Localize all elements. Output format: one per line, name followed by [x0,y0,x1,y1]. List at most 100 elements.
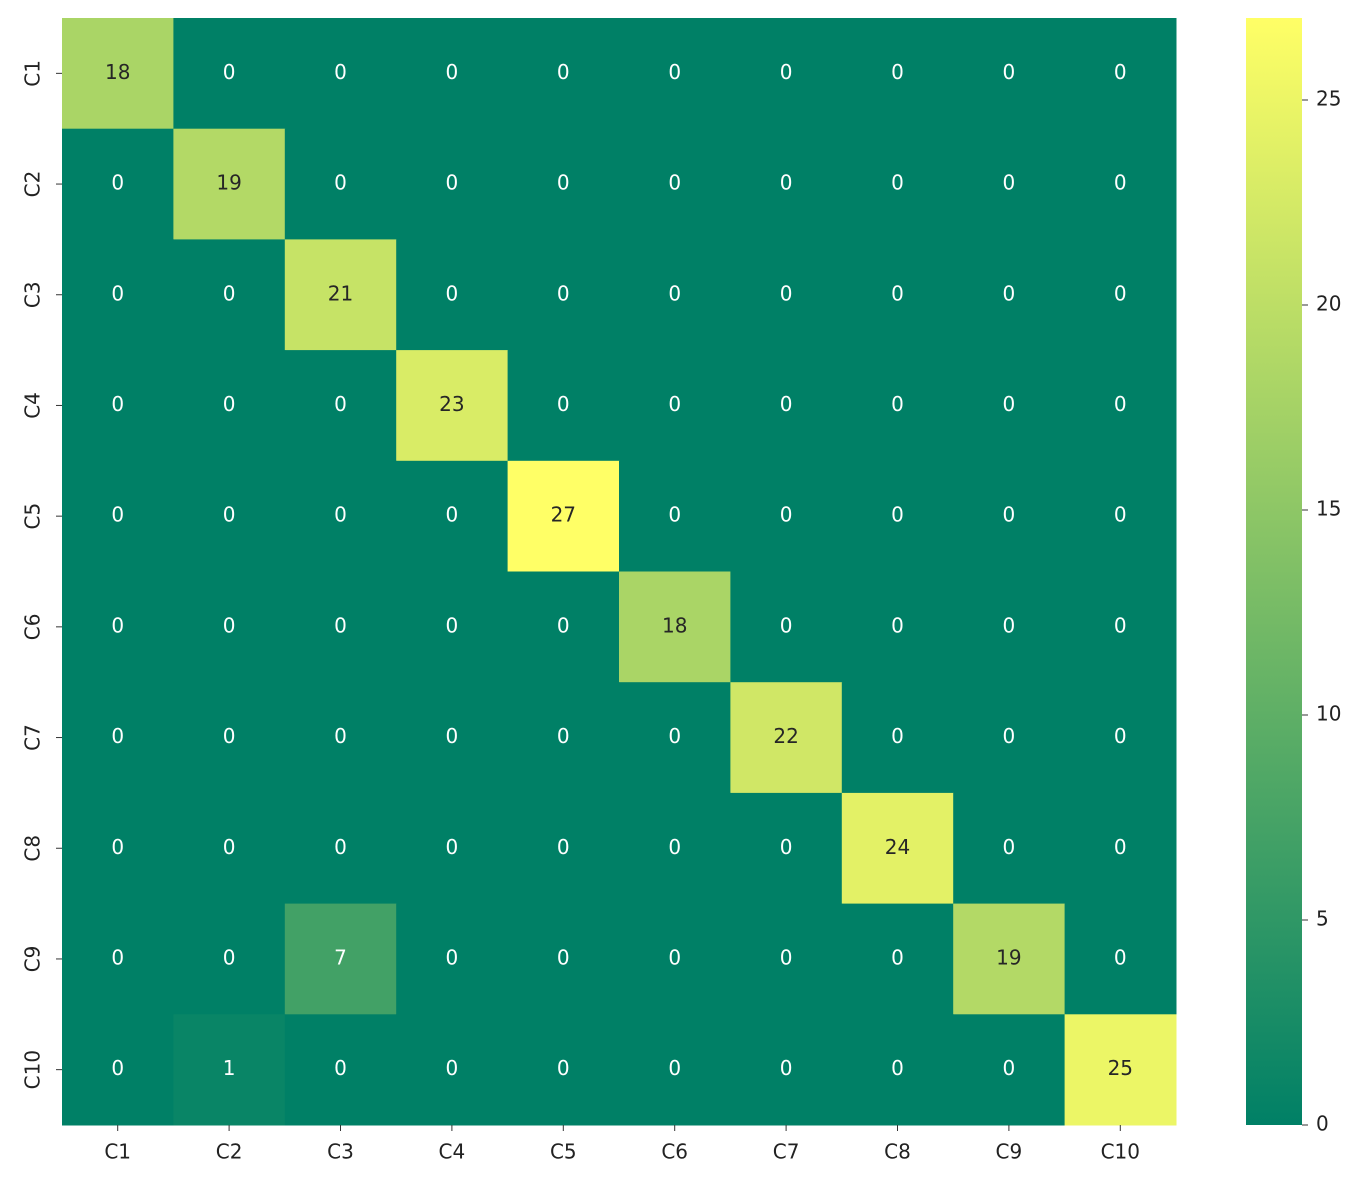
heatmap-cell [730,128,843,240]
cell-label: 0 [780,392,793,416]
heatmap-cell [284,792,397,905]
heatmap-cell [619,460,731,572]
cell-label: 0 [891,392,904,416]
heatmap-cell [953,903,1066,1015]
cell-label: 0 [1003,503,1016,527]
cell-label: 0 [446,835,459,859]
cell-label: 0 [891,1056,904,1080]
cell-label: 0 [111,835,124,859]
heatmap-cell [619,1014,731,1126]
y-tick-label: C3 [21,281,45,308]
cell-label: 19 [216,171,241,195]
cell-label: 0 [446,171,459,195]
cell-label: 0 [891,171,904,195]
heatmap-cell [730,1014,843,1126]
cell-label: 0 [1003,60,1016,84]
cell-label: 0 [1003,392,1016,416]
heatmap-cell [62,682,174,794]
colorbar-tick-label: 15 [1316,497,1341,521]
x-tick-label: C6 [661,1140,688,1164]
heatmap-cell [507,792,620,905]
cell-label: 0 [334,60,347,84]
cell-label: 0 [780,60,793,84]
heatmap-cell [730,239,843,351]
heatmap-cell [1064,239,1177,351]
heatmap-cell [1064,460,1177,572]
heatmap-cell [619,682,731,794]
heatmap-cell [396,792,509,905]
cell-label: 0 [334,1056,347,1080]
colorbar-tick-label: 5 [1316,907,1329,931]
cell-label: 0 [891,613,904,637]
heatmap-cell [507,18,620,130]
cell-label: 27 [551,503,576,527]
cell-label: 0 [1003,613,1016,637]
cell-label: 0 [1114,835,1127,859]
cell-label: 0 [668,60,681,84]
cell-label: 22 [773,724,798,748]
x-tick-label: C3 [327,1140,354,1164]
heatmap-cell [173,18,286,130]
y-tick-label: C8 [21,835,45,862]
cell-label: 0 [111,392,124,416]
heatmap-cell [841,128,954,240]
heatmap-cell [841,460,954,572]
y-tick-label: C1 [21,60,45,87]
colorbar-tick-label: 25 [1316,87,1341,111]
cell-label: 0 [557,171,570,195]
heatmap-cell [396,903,509,1015]
cell-label: 21 [328,281,353,305]
x-tick-label: C7 [773,1140,800,1164]
heatmap-cell [284,239,397,351]
cell-label: 0 [668,171,681,195]
cell-label: 0 [1003,171,1016,195]
cell-label: 0 [557,281,570,305]
heatmap-cell [730,460,843,572]
cell-label: 0 [1114,503,1127,527]
x-tick-label: C4 [439,1140,466,1164]
heatmap-cell [173,682,286,794]
heatmap-cell [62,903,174,1015]
heatmap-cell [841,18,954,130]
heatmap-cell [396,571,509,683]
heatmap-cell [1064,128,1177,240]
cell-label: 0 [557,60,570,84]
cell-label: 0 [223,945,236,969]
cell-label: 0 [557,724,570,748]
y-tick-label: C10 [21,1050,45,1089]
colorbar-tick-label: 20 [1316,292,1341,316]
heatmap-cell [1064,1014,1177,1126]
heatmap-cell [619,18,731,130]
cell-label: 0 [223,60,236,84]
heatmap-cell [953,128,1066,240]
cell-label: 0 [223,281,236,305]
heatmap-cell [173,1014,286,1126]
colorbar [1246,18,1302,1125]
y-tick-label: C9 [21,946,45,973]
cell-label: 0 [1003,281,1016,305]
heatmap-cell [619,792,731,905]
heatmap-cell [173,792,286,905]
heatmap-cell [1064,571,1177,683]
heatmap-cell [62,571,174,683]
heatmap-cell [953,682,1066,794]
x-tick-label: C5 [550,1140,577,1164]
cell-label: 0 [223,392,236,416]
heatmap-cell [396,460,509,572]
heatmap-cell [173,571,286,683]
heatmap-cell [953,792,1066,905]
cell-label: 0 [1003,1056,1016,1080]
x-tick-label: C8 [884,1140,911,1164]
cell-label: 25 [1108,1056,1133,1080]
cell-label: 0 [780,945,793,969]
cell-label: 0 [111,281,124,305]
heatmap-cell [507,460,620,572]
heatmap-cell [173,239,286,351]
cell-label: 0 [111,945,124,969]
cell-label: 0 [557,613,570,637]
heatmap-cell [396,128,509,240]
cell-label: 0 [891,281,904,305]
heatmap-cell [62,18,174,130]
cell-label: 0 [334,835,347,859]
cell-label: 0 [1003,835,1016,859]
